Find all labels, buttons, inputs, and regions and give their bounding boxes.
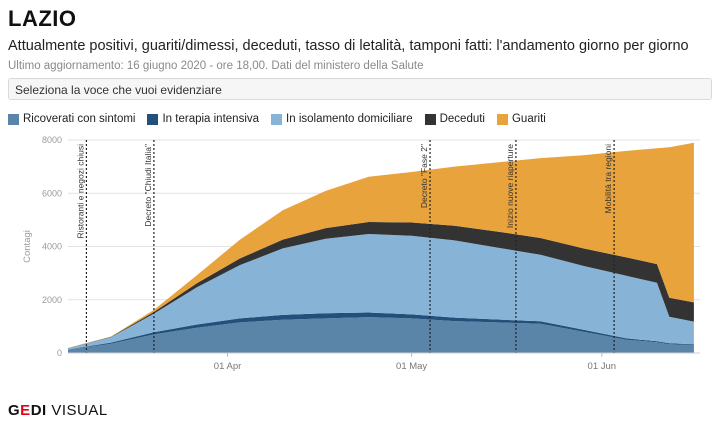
legend-swatch-isolamento: [271, 113, 283, 125]
y-axis-label: Contagi: [22, 230, 33, 263]
legend-swatch-deceduti: [424, 113, 436, 125]
annotation-label-3: Inizio nuove riaperture: [505, 144, 515, 228]
area-series-1[interactable]: [68, 312, 694, 350]
legend-item-guariti[interactable]: Guariti: [496, 113, 546, 125]
stacked-area-chart: Ristoranti e negozi chiusi Decreto "Chiud…: [22, 135, 700, 372]
axis-layer: 0 2000 4000 6000 8000 Contagi 01 Apr 01 May 01 J…: [22, 135, 700, 372]
chart-legend: Ricoverati con sintomi In terapia intens…: [8, 111, 558, 127]
legend-item-isolamento[interactable]: In isolamento domiciliare: [271, 113, 413, 125]
legend-label-ricoverati: Ricoverati con sintomi: [23, 113, 136, 125]
x-tick-label-1: 01 May: [396, 361, 427, 372]
page-title: LAZIO: [8, 6, 77, 31]
legend-swatch-guariti: [496, 113, 508, 125]
highlight-series-select[interactable]: Seleziona la voce che vuoi evidenziare: [8, 78, 712, 100]
chart-subtitle: Attualmente positivi, guariti/dimessi, d…: [8, 38, 689, 54]
annotation-label-4: Mobilità tra regioni: [603, 144, 613, 214]
gedi-visual-logo: GEDI VISUAL: [8, 402, 108, 419]
logo-e: E: [20, 402, 31, 419]
legend-swatch-ricoverati: [8, 113, 19, 125]
logo-visual: VISUAL: [46, 402, 108, 419]
annotation-label-0: Ristoranti e negozi chiusi: [75, 144, 85, 239]
y-tick-label-4000: 4000: [42, 242, 62, 252]
y-tick-label-8000: 8000: [42, 135, 62, 145]
legend-item-ricoverati[interactable]: Ricoverati con sintomi: [8, 113, 135, 125]
x-tick-label-0: 01 Apr: [214, 361, 241, 372]
y-tick-label-0: 0: [57, 348, 62, 358]
area-series-0[interactable]: [68, 317, 694, 353]
legend-label-isolamento: In isolamento domiciliare: [286, 113, 413, 125]
y-tick-label-2000: 2000: [42, 295, 62, 305]
legend-item-terapia-intensiva[interactable]: In terapia intensiva: [147, 113, 259, 125]
legend-swatch-terapia-intensiva: [147, 113, 159, 125]
annotation-layer: Ristoranti e negozi chiusi Decreto "Chiud…: [75, 140, 615, 353]
legend-label-terapia-intensiva: In terapia intensiva: [162, 113, 260, 125]
logo-di: DI: [30, 402, 47, 419]
logo-g: G: [8, 402, 21, 419]
area-series-2[interactable]: [68, 234, 694, 350]
legend-label-deceduti: Deceduti: [439, 113, 485, 125]
annotation-label-1: Decreto "Chiudi Italia": [143, 144, 153, 227]
area-series-3[interactable]: [68, 222, 694, 349]
legend-label-guariti: Guariti: [511, 113, 546, 125]
legend-item-deceduti[interactable]: Deceduti: [424, 113, 485, 125]
x-tick-label-2: 01 Jun: [588, 361, 617, 372]
annotation-label-2: Decreto "Fase 2": [419, 144, 429, 208]
area-layer: [68, 142, 694, 353]
y-tick-label-6000: 6000: [42, 188, 62, 198]
area-series-4[interactable]: [68, 142, 694, 349]
last-updated-note: Ultimo aggiornamento: 16 giugno 2020 - o…: [8, 60, 424, 72]
